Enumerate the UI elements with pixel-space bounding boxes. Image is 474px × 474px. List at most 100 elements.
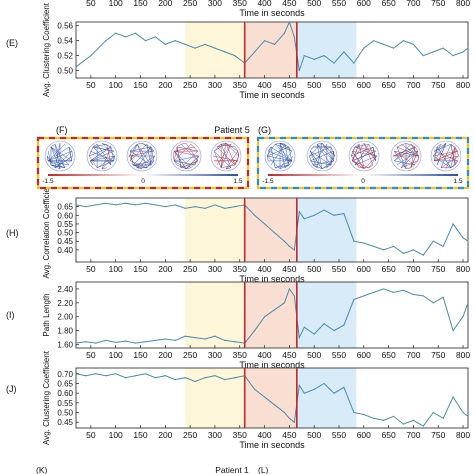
x-tick-label: 650 (382, 430, 396, 440)
brain-network-left-4 (170, 140, 202, 172)
top-tick-label: 250 (183, 0, 197, 8)
data-point (353, 411, 355, 414)
top-tick-label: 800 (456, 0, 470, 8)
network-edge (414, 146, 418, 152)
network-edge (92, 144, 98, 148)
data-point (134, 204, 137, 206)
data-point (298, 336, 300, 339)
network-edge (50, 144, 56, 148)
x-tick-label: 800 (456, 350, 470, 360)
data-point (402, 289, 405, 291)
panel-label: (J) (6, 384, 17, 394)
network-edge (130, 144, 138, 152)
network-edge (354, 146, 374, 166)
network-edge (433, 150, 458, 157)
data-point (303, 326, 305, 328)
brain-network-right-4 (390, 140, 422, 172)
x-tick-label: 650 (382, 350, 396, 360)
network-edge (180, 144, 198, 162)
data-point (184, 335, 186, 337)
chart-panel-j: 0.450.500.550.600.650.70 50 100 150 200 250 30… (6, 350, 470, 450)
network-edge (400, 150, 418, 168)
data-point (467, 302, 469, 304)
data-point (373, 417, 375, 419)
network-edge (434, 150, 458, 162)
network-edge (221, 164, 236, 169)
data-point (343, 324, 345, 326)
network-edge (312, 164, 318, 168)
brain-network-left-5 (210, 140, 242, 172)
network-edge (181, 143, 187, 145)
data-point (313, 214, 315, 216)
data-point (392, 415, 395, 417)
data-point (254, 51, 256, 53)
x-tick-label: 700 (406, 264, 420, 274)
postictal-band (296, 198, 357, 262)
network-edge (267, 146, 272, 157)
data-point (273, 231, 276, 234)
network-edge (92, 146, 114, 152)
x-axis-label: Time in seconds (239, 274, 305, 284)
brain-network-right-5 (430, 140, 462, 172)
data-point (144, 202, 147, 204)
network-edge (136, 146, 152, 168)
network-edge (274, 144, 292, 162)
x-tick-label: 450 (282, 264, 296, 274)
y-tick-label: 0.50 (57, 409, 73, 418)
data-point (422, 254, 424, 256)
network-edge (216, 143, 231, 148)
network-edge (174, 144, 192, 162)
x-tick-label: 650 (382, 80, 396, 90)
data-point (452, 223, 454, 225)
data-point (288, 245, 290, 248)
data-point (323, 209, 325, 211)
network-edge (312, 160, 334, 166)
top-tick-label: 200 (158, 0, 172, 8)
network-edge (185, 143, 198, 162)
network-edge (279, 143, 290, 166)
data-point (75, 66, 77, 68)
network-edge (354, 144, 370, 166)
top-tick-label: 350 (233, 0, 247, 8)
data-point (422, 425, 424, 427)
network-edge (174, 150, 187, 169)
plot-frame (75, 197, 469, 263)
network-edge (90, 146, 112, 162)
network-edge (279, 150, 292, 169)
preictal-band (185, 282, 245, 348)
panel-label: (E) (6, 38, 18, 48)
network-edge (354, 143, 369, 148)
data-point (452, 396, 454, 398)
data-point (194, 206, 196, 208)
network-edge (180, 150, 198, 168)
patient5-title: Patient 5 (214, 125, 250, 135)
x-tick-label: 150 (133, 350, 147, 360)
network-edge (47, 151, 52, 166)
plot-frame (75, 281, 469, 349)
network-edge (267, 144, 276, 157)
panel-label: (I) (6, 310, 15, 320)
data-point (105, 202, 107, 204)
network-edge (185, 167, 191, 169)
colorbar-left (48, 174, 238, 176)
network-edge (225, 143, 236, 166)
network-edge (440, 155, 459, 168)
data-point (90, 55, 92, 57)
top-tick-label: 400 (257, 0, 271, 8)
data-point (412, 43, 415, 46)
data-point (383, 249, 385, 251)
data-point (194, 380, 196, 383)
x-axis-label: Time in seconds (239, 360, 305, 370)
data-point (422, 295, 424, 297)
ictal-band (244, 22, 297, 78)
data-point (422, 55, 424, 57)
x-tick-label: 300 (208, 430, 222, 440)
x-tick-label: 200 (158, 350, 172, 360)
data-point (85, 206, 87, 208)
ictal-band (244, 198, 297, 262)
network-edge (220, 143, 227, 168)
network-edge (48, 146, 70, 162)
data-point (392, 245, 395, 248)
data-point (115, 204, 117, 206)
top-tick-label: 50 (86, 0, 96, 8)
